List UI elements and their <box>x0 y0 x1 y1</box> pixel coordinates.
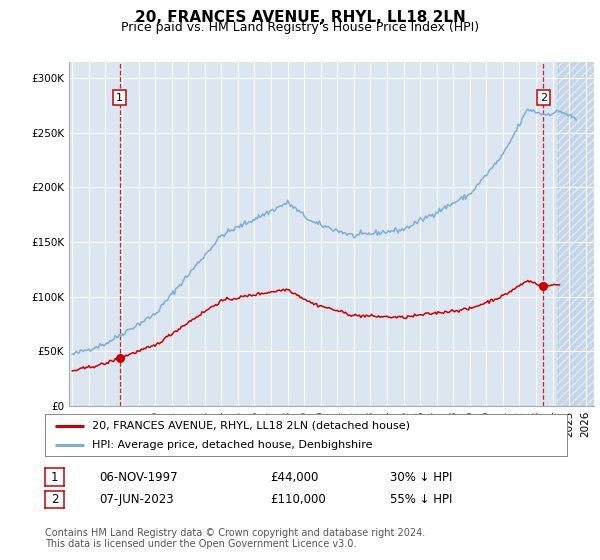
Text: 1: 1 <box>51 470 58 484</box>
Text: 30% ↓ HPI: 30% ↓ HPI <box>390 470 452 484</box>
Text: 20, FRANCES AVENUE, RHYL, LL18 2LN (detached house): 20, FRANCES AVENUE, RHYL, LL18 2LN (deta… <box>92 421 410 431</box>
Text: 2: 2 <box>51 493 58 506</box>
Text: 07-JUN-2023: 07-JUN-2023 <box>99 493 173 506</box>
Text: £110,000: £110,000 <box>270 493 326 506</box>
Bar <box>557 62 594 406</box>
Bar <box>557 62 594 406</box>
Text: HPI: Average price, detached house, Denbighshire: HPI: Average price, detached house, Denb… <box>92 440 373 450</box>
Text: 06-NOV-1997: 06-NOV-1997 <box>99 470 178 484</box>
Text: 1: 1 <box>116 92 123 102</box>
Text: 20, FRANCES AVENUE, RHYL, LL18 2LN: 20, FRANCES AVENUE, RHYL, LL18 2LN <box>134 10 466 25</box>
Text: £44,000: £44,000 <box>270 470 319 484</box>
Text: 2: 2 <box>540 92 547 102</box>
Text: Contains HM Land Registry data © Crown copyright and database right 2024.
This d: Contains HM Land Registry data © Crown c… <box>45 528 425 549</box>
Text: Price paid vs. HM Land Registry's House Price Index (HPI): Price paid vs. HM Land Registry's House … <box>121 21 479 34</box>
Text: 55% ↓ HPI: 55% ↓ HPI <box>390 493 452 506</box>
